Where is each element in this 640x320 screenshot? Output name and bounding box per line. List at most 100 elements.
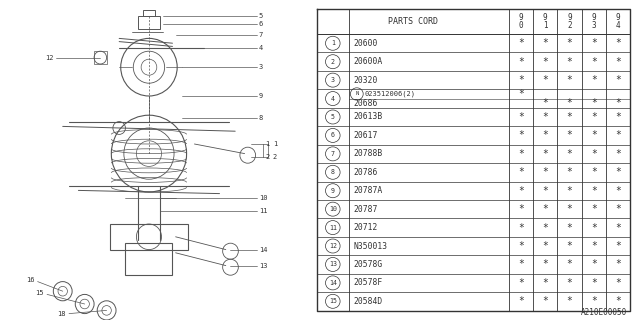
- Text: *: *: [566, 186, 573, 196]
- Text: 11: 11: [259, 208, 268, 214]
- Text: 20686: 20686: [354, 99, 378, 108]
- Text: *: *: [566, 296, 573, 306]
- Text: 16: 16: [26, 277, 35, 283]
- Text: *: *: [566, 38, 573, 48]
- Text: *: *: [518, 149, 524, 159]
- Text: 20617: 20617: [354, 131, 378, 140]
- Text: *: *: [591, 149, 597, 159]
- Text: 1: 1: [331, 40, 335, 46]
- Text: *: *: [615, 296, 621, 306]
- Text: *: *: [615, 38, 621, 48]
- Text: 12: 12: [329, 243, 337, 249]
- Text: *: *: [591, 223, 597, 233]
- Text: N350013: N350013: [354, 242, 388, 251]
- Text: *: *: [542, 131, 548, 140]
- Text: *: *: [591, 167, 597, 177]
- Text: 3: 3: [259, 64, 263, 70]
- Text: *: *: [518, 278, 524, 288]
- Text: *: *: [518, 260, 524, 269]
- Text: *: *: [566, 149, 573, 159]
- Text: *: *: [542, 278, 548, 288]
- Text: *: *: [566, 112, 573, 122]
- Text: 10: 10: [259, 196, 268, 201]
- Text: 14: 14: [329, 280, 337, 286]
- Text: *: *: [615, 223, 621, 233]
- Text: *: *: [542, 57, 548, 67]
- Text: *: *: [566, 204, 573, 214]
- Text: *: *: [615, 278, 621, 288]
- Text: 20786: 20786: [354, 168, 378, 177]
- Text: *: *: [591, 57, 597, 67]
- Text: 12: 12: [45, 55, 53, 60]
- Text: *: *: [615, 75, 621, 85]
- Text: *: *: [542, 241, 548, 251]
- Text: *: *: [615, 149, 621, 159]
- Text: *: *: [566, 278, 573, 288]
- Text: *: *: [591, 38, 597, 48]
- Text: *: *: [542, 260, 548, 269]
- Text: A210E00050: A210E00050: [581, 308, 627, 317]
- Text: *: *: [542, 75, 548, 85]
- Text: 2: 2: [331, 59, 335, 65]
- Text: 8: 8: [331, 169, 335, 175]
- Text: *: *: [518, 296, 524, 306]
- Text: *: *: [566, 57, 573, 67]
- Text: 20788B: 20788B: [354, 149, 383, 158]
- Text: *: *: [591, 131, 597, 140]
- Text: 9
2: 9 2: [567, 13, 572, 30]
- Text: 13: 13: [259, 263, 268, 268]
- Text: *: *: [591, 278, 597, 288]
- Text: *: *: [615, 260, 621, 269]
- Text: *: *: [542, 223, 548, 233]
- Text: 8: 8: [259, 116, 263, 121]
- Text: PARTS CORD: PARTS CORD: [388, 17, 438, 26]
- Text: 9
4: 9 4: [616, 13, 621, 30]
- Text: 20787A: 20787A: [354, 186, 383, 195]
- Text: *: *: [518, 167, 524, 177]
- Text: 9
3: 9 3: [591, 13, 596, 30]
- Bar: [94, 51, 107, 64]
- Text: 7: 7: [331, 151, 335, 157]
- Text: *: *: [542, 296, 548, 306]
- Text: 6: 6: [259, 21, 263, 27]
- Text: 15: 15: [35, 290, 44, 296]
- Text: 2: 2: [265, 154, 269, 160]
- Text: *: *: [518, 241, 524, 251]
- Text: N: N: [355, 92, 358, 96]
- Text: 1: 1: [265, 141, 269, 147]
- Text: 20578F: 20578F: [354, 278, 383, 287]
- Text: 9: 9: [259, 93, 263, 99]
- Text: *: *: [518, 38, 524, 48]
- Text: *: *: [591, 241, 597, 251]
- Text: 20578G: 20578G: [354, 260, 383, 269]
- Text: *: *: [566, 98, 573, 108]
- Text: 4: 4: [259, 45, 263, 51]
- Text: 023512006(2): 023512006(2): [365, 91, 416, 97]
- Text: *: *: [615, 57, 621, 67]
- Text: *: *: [542, 167, 548, 177]
- Text: 15: 15: [329, 298, 337, 304]
- Bar: [138, 16, 160, 29]
- Text: 2: 2: [273, 154, 277, 160]
- Text: *: *: [518, 75, 524, 85]
- Text: 20613B: 20613B: [354, 113, 383, 122]
- Text: *: *: [591, 260, 597, 269]
- Text: *: *: [566, 167, 573, 177]
- Text: *: *: [591, 186, 597, 196]
- Text: *: *: [518, 89, 524, 99]
- Text: *: *: [542, 98, 548, 108]
- Text: 20320: 20320: [354, 76, 378, 84]
- Text: *: *: [566, 75, 573, 85]
- Text: 18: 18: [58, 311, 66, 316]
- Text: *: *: [566, 131, 573, 140]
- Text: *: *: [518, 131, 524, 140]
- Text: 3: 3: [331, 77, 335, 83]
- Text: 9
1: 9 1: [543, 13, 548, 30]
- Text: *: *: [591, 204, 597, 214]
- Text: *: *: [566, 223, 573, 233]
- Text: *: *: [518, 204, 524, 214]
- Text: *: *: [591, 296, 597, 306]
- Text: 6: 6: [331, 132, 335, 139]
- Bar: [143, 10, 156, 16]
- Text: *: *: [566, 260, 573, 269]
